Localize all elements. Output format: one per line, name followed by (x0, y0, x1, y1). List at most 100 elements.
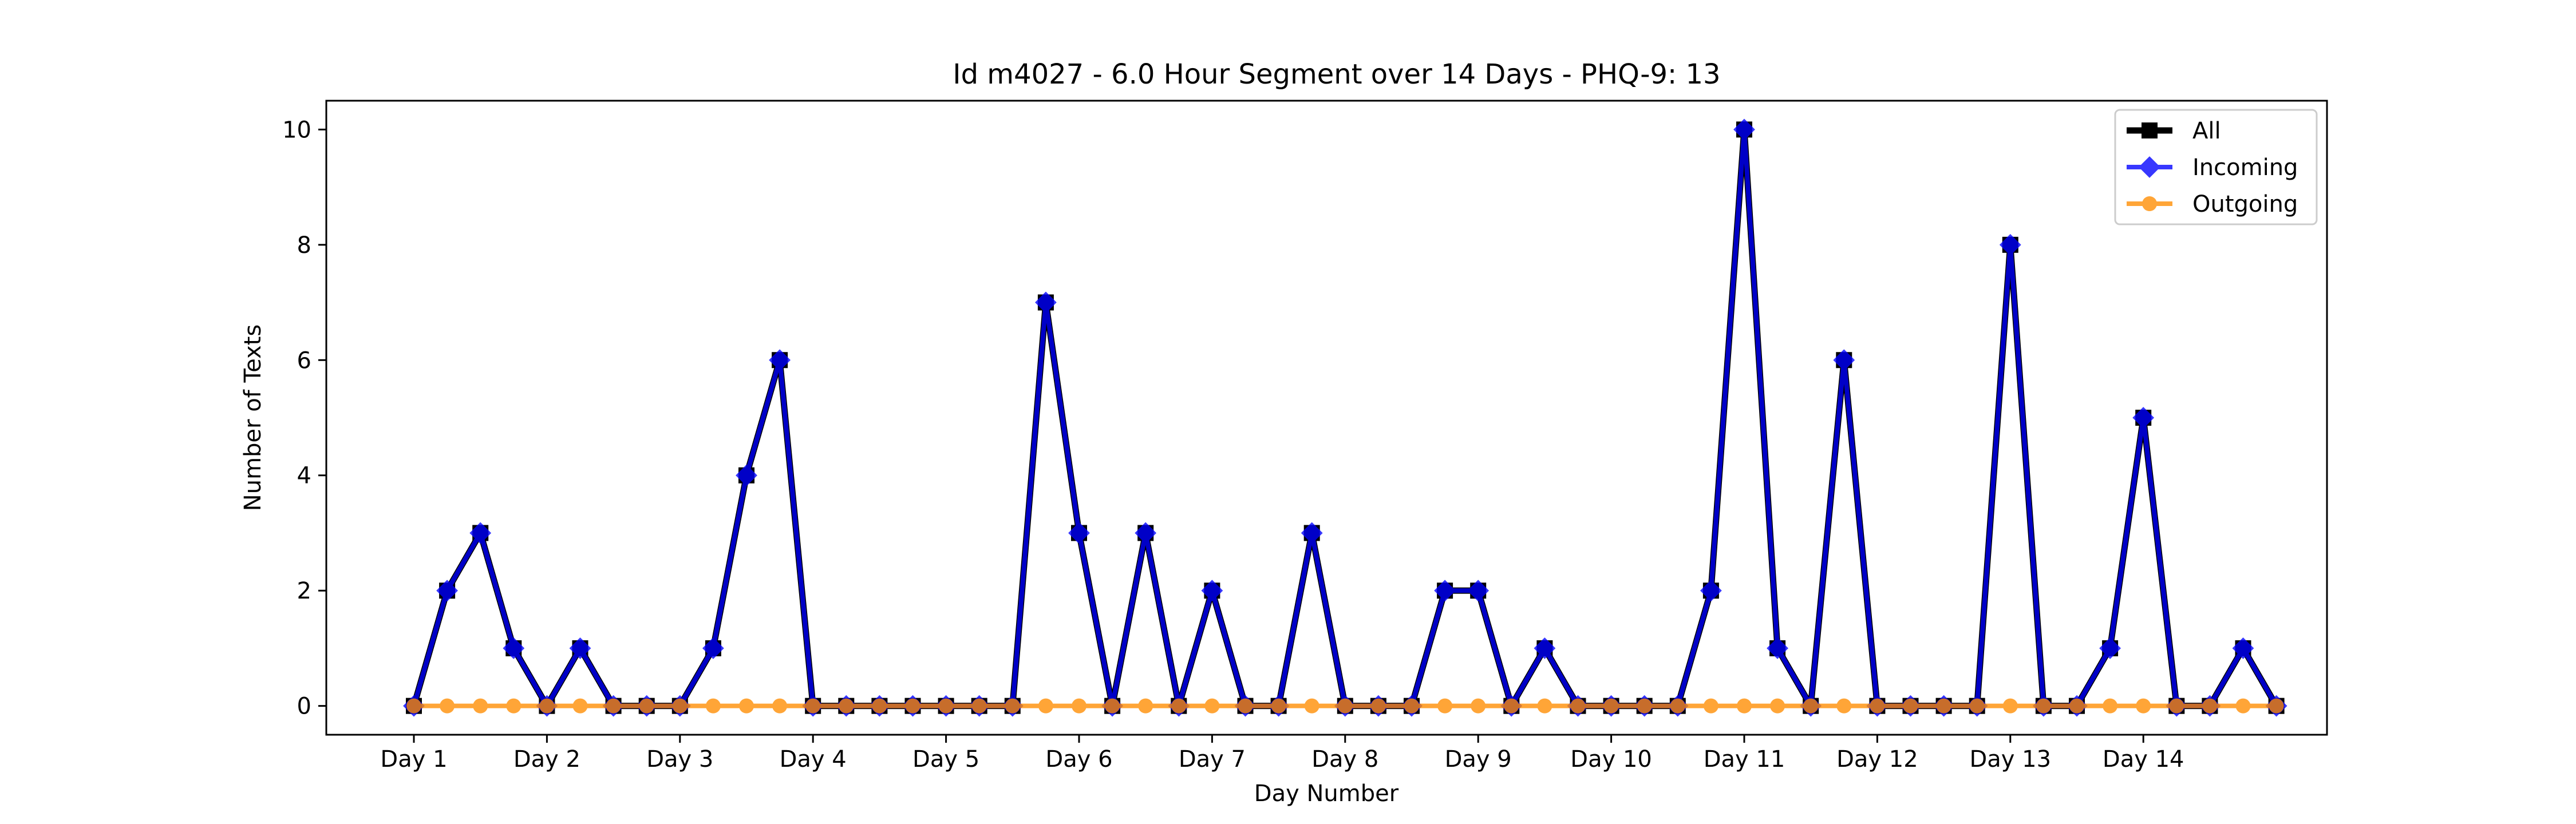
data-point (1204, 698, 1220, 714)
data-point (1537, 698, 1552, 714)
data-point (1337, 698, 1353, 714)
data-point (1836, 698, 1852, 714)
legend-frame (2114, 109, 2318, 225)
data-point (1767, 637, 1788, 659)
data-point (1271, 698, 1286, 714)
data-point (1035, 291, 1057, 314)
data-point (905, 698, 920, 714)
x-tick-label: Day 2 (513, 746, 580, 772)
data-point (1534, 637, 1556, 659)
data-point (1969, 698, 1985, 714)
plot-area (403, 118, 2287, 717)
data-point (1504, 698, 1519, 714)
y-tick-label: 6 (297, 347, 311, 374)
data-point (1467, 580, 1490, 602)
series-all (406, 121, 2285, 714)
data-point (469, 522, 492, 544)
data-point (639, 698, 654, 714)
data-point (1404, 698, 1419, 714)
data-point (702, 637, 724, 659)
legend-marker (2139, 156, 2160, 178)
legend-item (2127, 156, 2172, 178)
data-point (1068, 522, 1090, 544)
y-tick-label: 2 (297, 578, 311, 604)
legend-label: Incoming (2192, 154, 2298, 181)
legend-label: Outgoing (2192, 191, 2298, 217)
plot-frame (325, 100, 2328, 736)
x-tick-label: Day 6 (1045, 746, 1112, 772)
x-tick-label: Day 12 (1836, 746, 1918, 772)
x-axis: Day 1 Day 2 Day 3 Day 4 Day 5 Day 6 Day 7 Day 8… (380, 735, 2184, 772)
data-point (2036, 698, 2051, 714)
data-point (436, 580, 458, 602)
data-point (572, 698, 588, 714)
data-point (672, 698, 688, 714)
data-point (1703, 698, 1718, 714)
legend-marker (2142, 122, 2158, 138)
data-point (1038, 698, 1053, 714)
data-point (1201, 580, 1223, 602)
data-point (1870, 698, 1885, 714)
y-tick-label: 10 (282, 117, 311, 143)
y-tick-label: 0 (297, 694, 311, 720)
data-point (2099, 637, 2121, 659)
series-incoming (403, 118, 2287, 717)
data-point (473, 698, 488, 714)
y-axis: 0 2 4 6 8 10 (282, 117, 326, 720)
data-point (2136, 698, 2151, 714)
data-point (769, 349, 791, 371)
data-point (971, 698, 987, 714)
x-tick-label: Day 9 (1445, 746, 1512, 772)
x-tick-label: Day 3 (646, 746, 713, 772)
legend: All Incoming Outgoing (2114, 109, 2318, 225)
data-point (406, 698, 421, 714)
data-point (2269, 698, 2284, 714)
data-point (2132, 407, 2155, 429)
x-tick-label: Day 13 (1969, 746, 2051, 772)
y-tick-label: 8 (297, 232, 311, 259)
data-point (1370, 698, 1386, 714)
data-point (2232, 637, 2254, 659)
data-point (1437, 698, 1453, 714)
data-point (1999, 233, 2021, 256)
data-point (606, 698, 621, 714)
data-point (839, 698, 854, 714)
data-point (569, 637, 591, 659)
x-tick-label: Day 4 (780, 746, 847, 772)
data-point (1434, 580, 1456, 602)
data-point (1570, 698, 1586, 714)
series-outgoing (406, 698, 2284, 714)
data-point (1072, 698, 1086, 714)
x-tick-label: Day 7 (1179, 746, 1246, 772)
data-point (1700, 580, 1722, 602)
data-point (705, 698, 721, 714)
data-point (805, 698, 821, 714)
data-point (1770, 698, 1785, 714)
data-point (506, 698, 521, 714)
data-point (1304, 698, 1319, 714)
data-point (2002, 698, 2018, 714)
data-point (1135, 522, 1157, 544)
data-point (1637, 698, 1652, 714)
data-point (1803, 698, 1819, 714)
y-tick-label: 4 (297, 463, 311, 489)
data-point (2235, 698, 2251, 714)
data-point (1238, 698, 1253, 714)
data-point (2103, 698, 2118, 714)
data-point (1833, 349, 1855, 371)
y-axis-label: Number of Texts (240, 324, 266, 511)
data-point (1301, 522, 1323, 544)
chart-title: Id m4027 - 6.0 Hour Segment over 14 Days… (953, 58, 1720, 90)
data-point (2202, 698, 2218, 714)
data-point (2169, 698, 2184, 714)
legend-label: All (2192, 118, 2221, 144)
data-point (1903, 698, 1918, 714)
data-point (1936, 698, 1951, 714)
x-tick-label: Day 10 (1570, 746, 1652, 772)
x-tick-label: Day 5 (912, 746, 979, 772)
data-point (938, 698, 954, 714)
data-point (2069, 698, 2084, 714)
data-point (1471, 698, 1486, 714)
legend-marker (2142, 196, 2157, 211)
